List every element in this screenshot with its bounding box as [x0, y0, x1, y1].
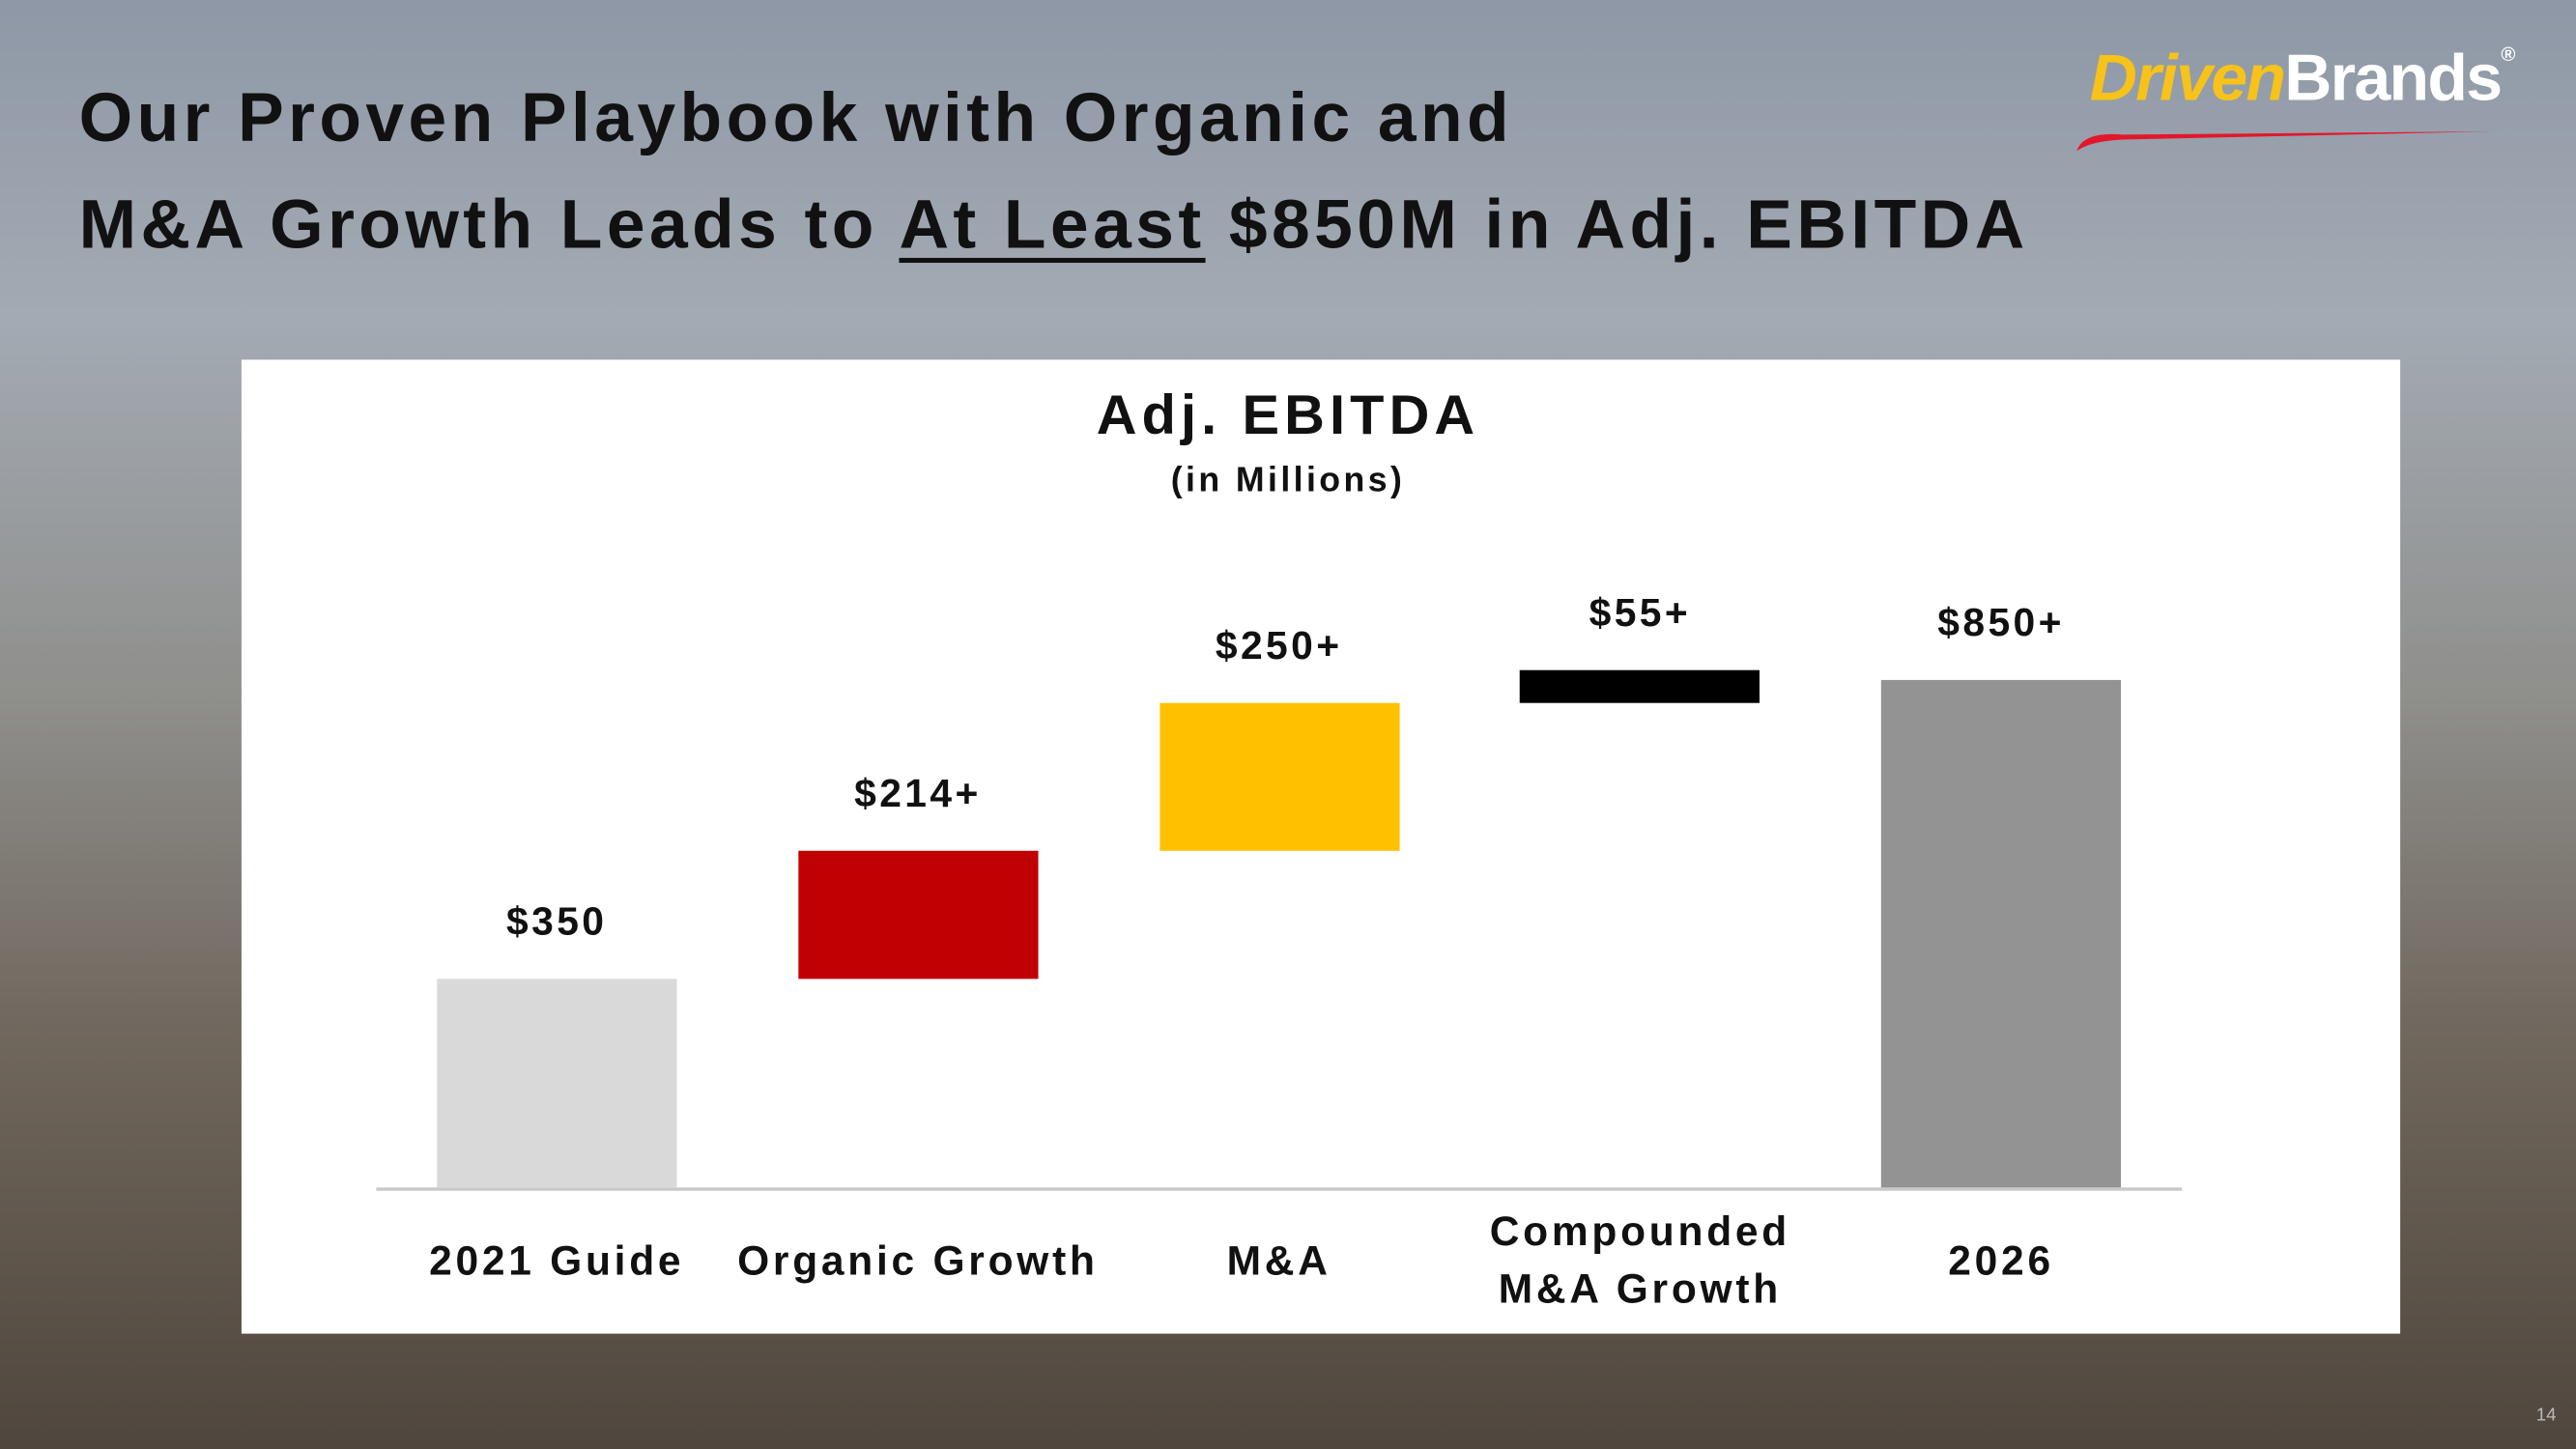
logo: DrivenBrands® — [2089, 43, 2516, 117]
chart-subtitle: (in Millions) — [1170, 461, 1406, 499]
value-label: $850+ — [1937, 602, 2065, 646]
x-tick-label: 2021 Guide — [429, 1237, 685, 1284]
x-tick-label: Compounded M&A Growth — [1489, 1208, 1791, 1313]
slide-title-line1: Our Proven Playbook with Organic and — [78, 78, 1514, 156]
value-label: $55+ — [1589, 590, 1692, 636]
bar — [1159, 701, 1399, 852]
title-text: M&A Growth Leads to — [78, 185, 878, 264]
value-label: $350 — [505, 899, 608, 945]
bar — [1880, 680, 2122, 1188]
logo-mark: ® — [2501, 43, 2515, 67]
logo-swoosh — [2076, 131, 2494, 152]
page-number: 14 — [2535, 1406, 2557, 1426]
x-tick-label: Organic Growth — [737, 1237, 1099, 1284]
bar — [1520, 668, 1760, 702]
logo-text: Brands — [2284, 43, 2503, 116]
x-tick-label: M&A — [1226, 1237, 1331, 1284]
bar — [437, 979, 677, 1188]
baseline — [376, 1187, 2182, 1190]
chart-title: Adj. EBITDA — [1096, 384, 1480, 447]
title-emphasis: At Least — [899, 185, 1206, 264]
slide-title-line2: M&A Growth Leads to At Least $850M in Ad… — [79, 185, 2029, 265]
title-text: $850M in Adj. EBITDA — [1228, 185, 2029, 264]
bar — [797, 851, 1039, 980]
logo-text: Driven — [2089, 43, 2286, 116]
value-label: $250+ — [1215, 623, 1343, 668]
x-tick-label: 2026 — [1948, 1237, 2054, 1284]
value-label: $214+ — [854, 772, 982, 817]
